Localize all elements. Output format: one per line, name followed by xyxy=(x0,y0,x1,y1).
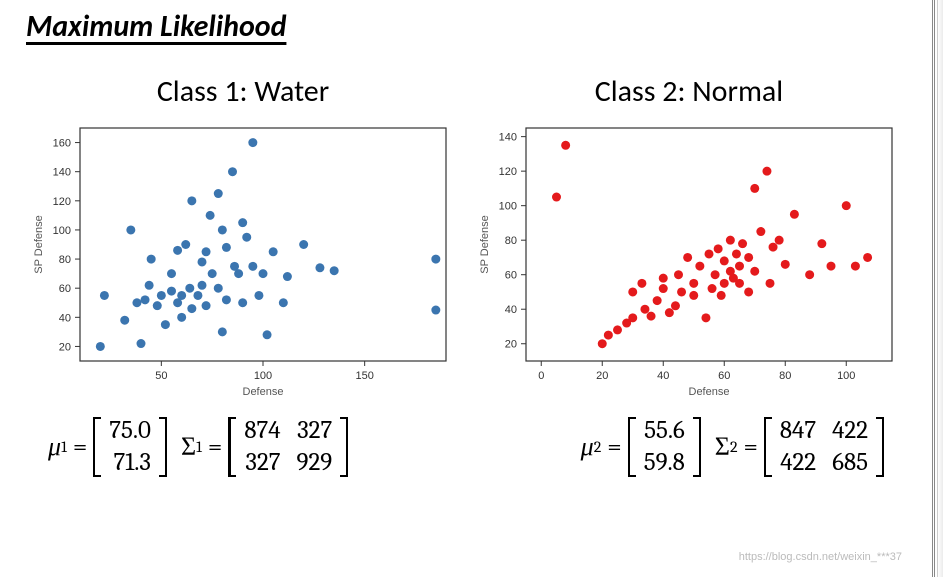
scatter-water: 50 100 150 20 40 60 80 100 120 140 160 Defense SP De… xyxy=(28,118,458,403)
s2-11: 685 xyxy=(832,449,868,477)
svg-text:140: 140 xyxy=(53,167,71,179)
svg-text:100: 100 xyxy=(53,225,71,237)
scatter-normal: 0 20 40 60 80 100 20 40 60 80 100 120 140 Defense SP D… xyxy=(474,118,904,403)
mu2: μ2= 55.6 59.8 xyxy=(581,417,701,477)
mu2-1: 59.8 xyxy=(644,449,685,477)
svg-text:20: 20 xyxy=(596,370,608,382)
slide-container: { "title": "Maximum Likelihood", "waterm… xyxy=(0,0,935,577)
watermark: https://blog.csdn.net/weixin_***37 xyxy=(739,551,902,563)
slide-title: Maximum Likelihood xyxy=(26,8,914,45)
s1-11: 929 xyxy=(297,449,333,477)
svg-text:60: 60 xyxy=(505,270,517,282)
mu2-0: 55.6 xyxy=(644,417,685,445)
right-edge-shadow xyxy=(937,0,943,577)
svg-text:0: 0 xyxy=(538,370,544,382)
svg-text:50: 50 xyxy=(155,370,167,382)
svg-text:100: 100 xyxy=(254,370,272,382)
class2-label: Class 2: Normal xyxy=(595,73,783,110)
svg-text:80: 80 xyxy=(59,254,71,266)
mu1-0: 75.0 xyxy=(109,417,151,445)
s1-10: 327 xyxy=(244,449,280,477)
svg-text:80: 80 xyxy=(505,235,517,247)
sigma1: Σ1= 874 327 327 929 xyxy=(181,417,348,477)
svg-text:100: 100 xyxy=(499,201,517,213)
svg-text:160: 160 xyxy=(53,138,71,150)
s2-00: 847 xyxy=(780,417,816,445)
s1-01: 327 xyxy=(297,417,333,445)
svg-text:140: 140 xyxy=(499,132,517,144)
svg-text:40: 40 xyxy=(505,304,517,316)
mu1-1: 71.3 xyxy=(109,449,151,477)
svg-text:60: 60 xyxy=(718,370,730,382)
class1-label: Class 1: Water xyxy=(157,73,329,110)
svg-text:20: 20 xyxy=(505,339,517,351)
svg-text:80: 80 xyxy=(779,370,791,382)
svg-text:40: 40 xyxy=(657,370,669,382)
svg-text:Defense: Defense xyxy=(243,386,284,398)
svg-text:120: 120 xyxy=(499,166,517,178)
svg-text:Defense: Defense xyxy=(689,386,730,398)
svg-text:120: 120 xyxy=(53,196,71,208)
chart-col-water: Class 1: Water 50 100 150 20 40 60 80 100 120 140… xyxy=(28,73,458,403)
svg-text:100: 100 xyxy=(837,370,855,382)
s2-10: 422 xyxy=(780,449,816,477)
svg-text:40: 40 xyxy=(59,312,71,324)
svg-text:20: 20 xyxy=(59,341,71,353)
sigma2: Σ2= 847 422 422 685 xyxy=(715,417,884,477)
formula-group-2: μ2= 55.6 59.8 Σ2= 847 422 422 685 xyxy=(581,417,884,477)
chart-col-normal: Class 2: Normal 0 20 40 60 80 100 20 40 60 80 100 1… xyxy=(474,73,904,403)
s2-01: 422 xyxy=(832,417,868,445)
formula-group-1: μ1= 75.0 71.3 Σ1= 874 327 327 929 xyxy=(48,417,348,477)
s1-00: 874 xyxy=(244,417,280,445)
svg-text:150: 150 xyxy=(355,370,373,382)
svg-text:SP Defense: SP Defense xyxy=(479,215,491,274)
charts-row: Class 1: Water 50 100 150 20 40 60 80 100 120 140… xyxy=(18,73,914,403)
svg-text:60: 60 xyxy=(59,283,71,295)
svg-text:SP Defense: SP Defense xyxy=(33,215,45,274)
formulas-row: μ1= 75.0 71.3 Σ1= 874 327 327 929 xyxy=(18,403,914,477)
mu1: μ1= 75.0 71.3 xyxy=(48,417,167,477)
